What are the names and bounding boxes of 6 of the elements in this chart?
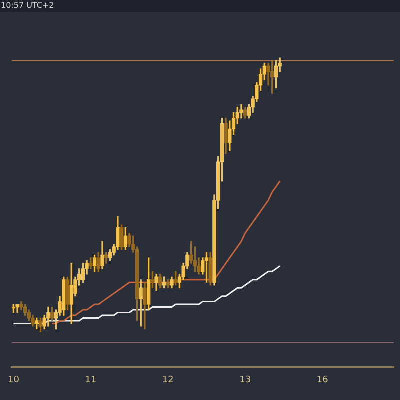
text: 10:57 UTC+2 [1, 1, 54, 10]
x-tick-label: 13 [240, 376, 252, 386]
x-tick-label: 12 [162, 376, 174, 386]
x-tick-label: 11 [85, 376, 97, 386]
x-tick-label: 10 [8, 376, 20, 386]
x-tick-label: 16 [316, 376, 329, 386]
